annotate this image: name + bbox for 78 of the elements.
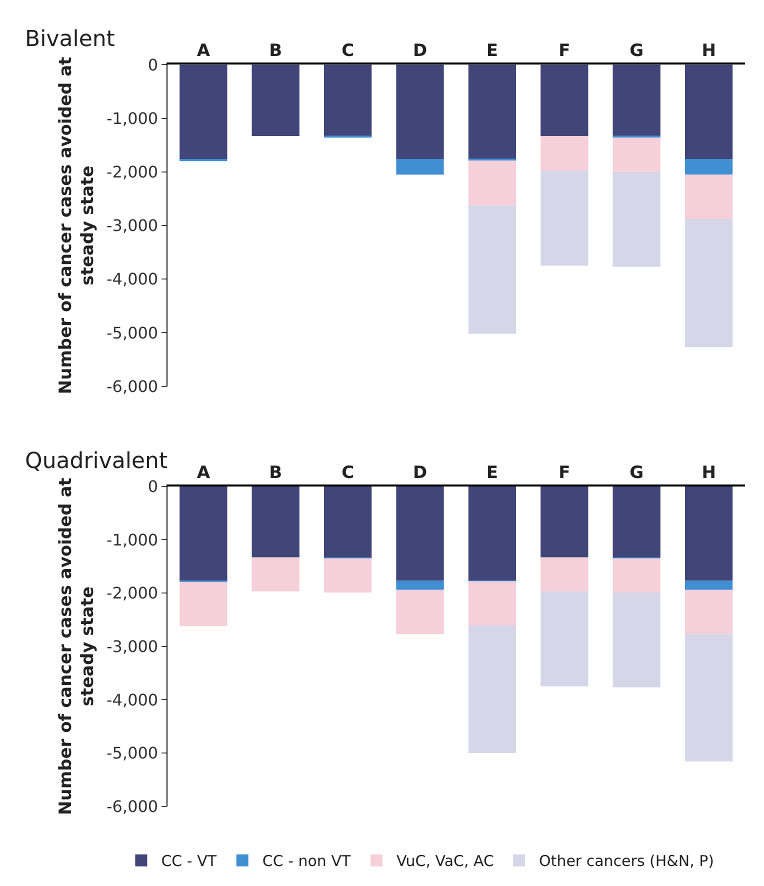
bar — [684, 219, 733, 348]
legend-label: Other cancers (H&N, P) — [539, 852, 714, 870]
y-tick-label: -1,000 — [106, 530, 158, 550]
bar — [684, 634, 733, 762]
bar — [684, 580, 733, 590]
x-tick-label: F — [558, 41, 570, 62]
bar — [252, 486, 300, 558]
y-tick-label: -6,000 — [106, 796, 158, 816]
bar — [396, 64, 444, 160]
bar — [612, 486, 660, 558]
y-tick-label: -2,000 — [106, 162, 158, 182]
x-tick-label: B — [269, 41, 282, 62]
x-tick-label: H — [702, 41, 716, 62]
y-tick-label: -6,000 — [106, 376, 158, 396]
bar — [468, 581, 516, 626]
bar — [612, 558, 660, 592]
legend-label: VuC, VaC, AC — [396, 852, 494, 870]
bar — [684, 590, 733, 634]
bar — [540, 591, 588, 686]
bar — [180, 486, 228, 582]
bar — [468, 160, 516, 206]
x-tick-label: E — [486, 462, 498, 483]
x-tick-label: D — [412, 462, 428, 483]
bar — [612, 172, 660, 267]
bar — [252, 64, 300, 136]
bar — [540, 170, 588, 266]
y-tick-label: -3,000 — [106, 636, 158, 656]
bar — [468, 486, 516, 581]
bar — [540, 486, 588, 558]
y-tick-label: -1,000 — [106, 108, 158, 128]
bar — [396, 580, 444, 590]
x-tick-label: A — [196, 41, 211, 62]
bar — [324, 64, 372, 137]
y-axis-title: Number of cancer cases avoided at steady state — [56, 56, 98, 394]
bar — [324, 558, 372, 592]
bar — [612, 138, 660, 172]
y-tick-label: -4,000 — [106, 270, 158, 289]
bar — [612, 64, 660, 137]
chart-title: Quadrivalent — [25, 449, 168, 474]
bar — [180, 64, 228, 160]
y-axis-title: Number of cancer cases avoided at steady state — [56, 478, 98, 815]
bar — [540, 64, 588, 136]
bar — [252, 557, 300, 592]
legend-label: CC - VT — [161, 852, 218, 870]
bar — [396, 159, 444, 175]
bar — [468, 626, 516, 753]
x-tick-label: G — [630, 41, 644, 62]
y-tick-label: -4,000 — [106, 690, 158, 710]
bar — [684, 159, 733, 175]
chart-title: Bivalent — [25, 27, 116, 52]
y-tick-label: 0 — [148, 55, 158, 74]
y-tick-label: 0 — [148, 477, 158, 496]
bar — [396, 486, 444, 581]
y-tick-label: -3,000 — [106, 216, 158, 236]
x-tick-label: H — [702, 462, 716, 483]
x-tick-label: E — [486, 41, 498, 62]
y-tick-label: -5,000 — [106, 744, 158, 763]
x-tick-label: D — [412, 41, 428, 62]
x-tick-label: A — [196, 462, 211, 483]
x-tick-label: C — [342, 462, 354, 483]
bar — [540, 557, 588, 592]
x-tick-label: F — [558, 462, 570, 483]
bar — [468, 205, 516, 334]
bar — [180, 582, 228, 626]
x-tick-label: B — [269, 462, 282, 483]
bar — [684, 486, 733, 581]
legend-label: CC - non VT — [262, 852, 352, 870]
bar — [324, 486, 372, 558]
x-tick-label: C — [342, 41, 354, 62]
bar — [396, 590, 444, 634]
y-tick-label: -5,000 — [106, 323, 158, 342]
bar — [612, 592, 660, 688]
bar — [684, 64, 733, 160]
bar — [684, 174, 733, 220]
bar — [468, 64, 516, 160]
bar — [540, 136, 588, 170]
y-tick-label: -2,000 — [106, 584, 158, 603]
x-tick-label: G — [630, 462, 644, 483]
